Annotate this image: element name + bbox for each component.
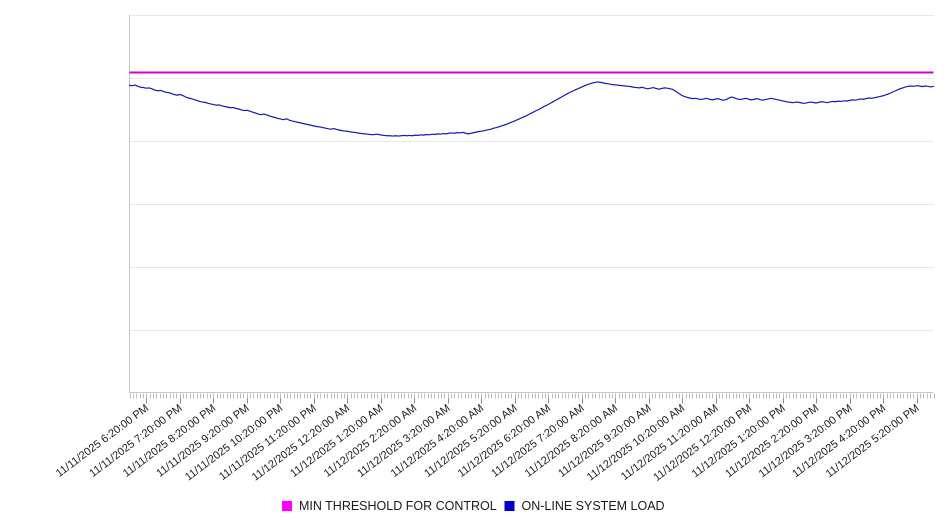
plot-axes (129, 14, 934, 393)
chart-legend: MIN THRESHOLD FOR CONTROL ON-LINE SYSTEM … (282, 499, 665, 513)
legend-swatch (504, 501, 515, 511)
legend-swatch (282, 501, 292, 511)
legend-label: MIN THRESHOLD FOR CONTROL (299, 499, 497, 513)
legend-label: ON-LINE SYSTEM LOAD (522, 499, 665, 513)
x-axis-ticks (130, 393, 935, 404)
online-system-load-path (128, 81, 935, 137)
series-load-line (128, 81, 935, 137)
plot-gridlines (129, 15, 934, 331)
